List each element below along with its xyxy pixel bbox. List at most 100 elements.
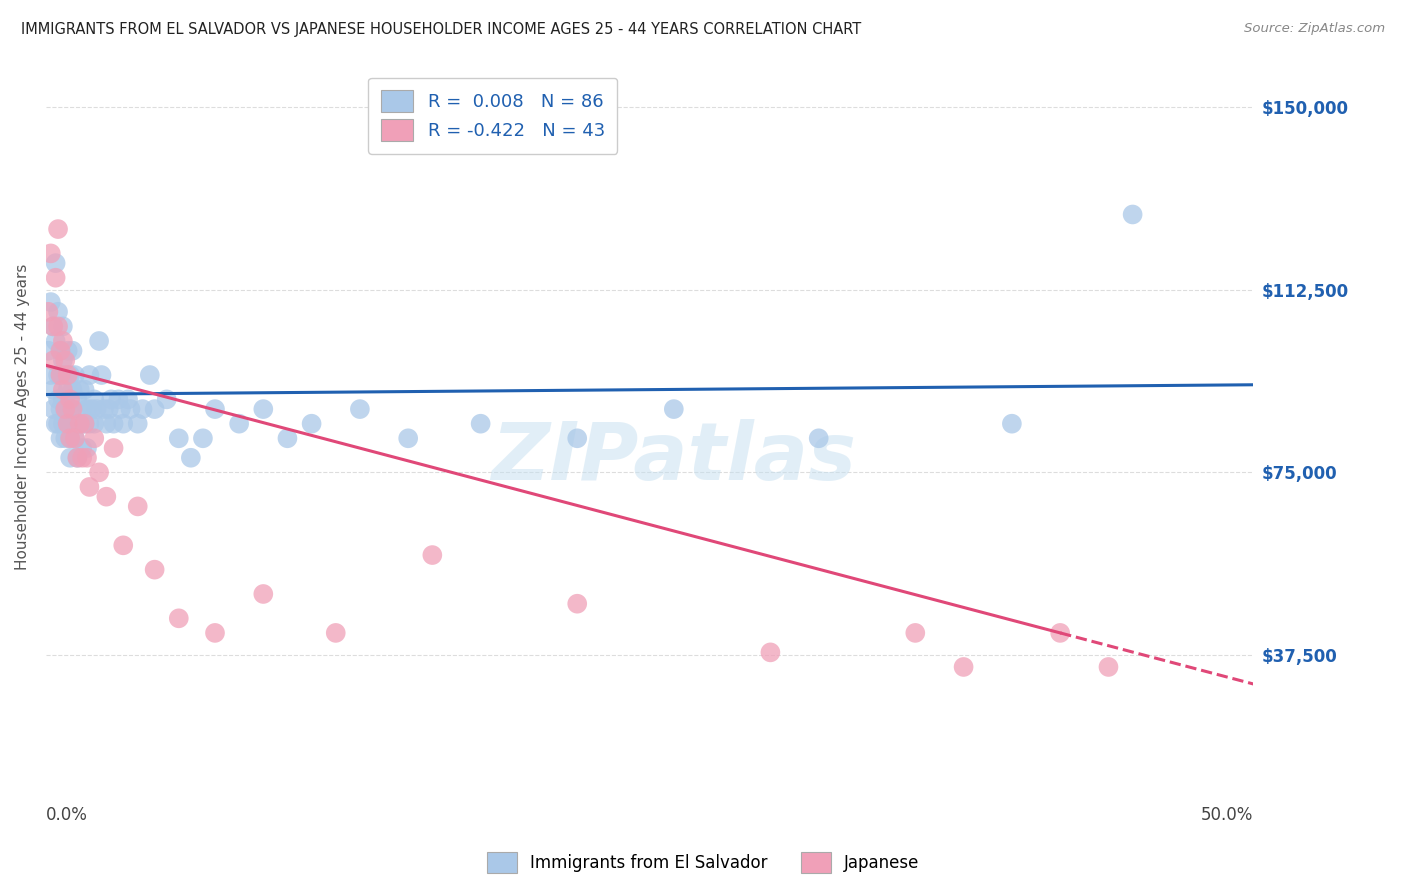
Point [69, 417, 91, 431]
Legend: R =  0.008   N = 86, R = -0.422   N = 43: R = 0.008 N = 86, R = -0.422 N = 43 [368, 78, 617, 154]
Point [42, 402, 65, 417]
Point [103, 417, 125, 431]
Point [301, 417, 323, 431]
Point [204, 402, 226, 417]
Point [66, 450, 89, 465]
Point [56, 417, 79, 431]
Point [1049, 626, 1071, 640]
Point [73, 417, 96, 431]
Point [252, 402, 274, 417]
Point [759, 645, 782, 659]
Point [59, 402, 82, 417]
Point [191, 431, 214, 445]
Point [56, 343, 79, 358]
Legend: Immigrants from El Salvador, Japanese: Immigrants from El Salvador, Japanese [479, 846, 927, 880]
Point [66, 450, 89, 465]
Point [69, 417, 91, 431]
Point [79, 417, 101, 431]
Point [83, 392, 105, 407]
Point [167, 431, 190, 445]
Point [63, 431, 86, 445]
Point [96, 417, 118, 431]
Point [52, 334, 75, 348]
Point [117, 392, 139, 407]
Point [112, 417, 135, 431]
Point [49, 431, 72, 445]
Point [143, 402, 166, 417]
Point [70, 450, 93, 465]
Point [204, 626, 226, 640]
Point [45, 417, 67, 431]
Point [100, 392, 122, 407]
Text: 0.0%: 0.0% [46, 806, 87, 824]
Point [37, 305, 59, 319]
Point [110, 402, 132, 417]
Point [143, 563, 166, 577]
Point [80, 402, 103, 417]
Point [131, 402, 153, 417]
Point [49, 368, 72, 382]
Point [52, 353, 75, 368]
Point [62, 417, 84, 431]
Point [59, 450, 82, 465]
Point [97, 402, 120, 417]
Point [83, 431, 105, 445]
Point [90, 368, 112, 382]
Point [53, 353, 76, 368]
Point [276, 431, 298, 445]
Text: ZIPatlas: ZIPatlas [491, 419, 856, 497]
Point [73, 383, 96, 397]
Point [49, 368, 72, 382]
Point [59, 392, 82, 407]
Point [73, 417, 96, 431]
Point [46, 392, 69, 407]
Point [70, 402, 93, 417]
Point [127, 500, 149, 514]
Point [42, 319, 65, 334]
Point [69, 383, 91, 397]
Text: 50.0%: 50.0% [1201, 806, 1253, 824]
Point [46, 305, 69, 319]
Point [1001, 417, 1024, 431]
Point [79, 480, 101, 494]
Point [83, 417, 105, 431]
Point [470, 417, 492, 431]
Point [52, 417, 75, 431]
Point [662, 402, 685, 417]
Point [45, 256, 67, 270]
Point [70, 441, 93, 455]
Point [1122, 207, 1144, 221]
Point [42, 383, 65, 397]
Point [127, 417, 149, 431]
Point [252, 587, 274, 601]
Point [49, 343, 72, 358]
Point [39, 246, 62, 260]
Point [63, 431, 86, 445]
Point [53, 368, 76, 382]
Point [62, 383, 84, 397]
Point [112, 538, 135, 552]
Y-axis label: Householder Income Ages 25 - 44 years: Householder Income Ages 25 - 44 years [15, 263, 30, 570]
Point [45, 270, 67, 285]
Point [46, 319, 69, 334]
Point [139, 368, 162, 382]
Point [76, 441, 98, 455]
Point [46, 222, 69, 236]
Point [156, 392, 179, 407]
Text: IMMIGRANTS FROM EL SALVADOR VS JAPANESE HOUSEHOLDER INCOME AGES 25 - 44 YEARS CO: IMMIGRANTS FROM EL SALVADOR VS JAPANESE … [21, 22, 862, 37]
Point [45, 334, 67, 348]
Point [39, 295, 62, 310]
Point [42, 353, 65, 368]
Point [120, 402, 142, 417]
Point [52, 319, 75, 334]
Point [76, 402, 98, 417]
Point [567, 597, 589, 611]
Point [904, 626, 927, 640]
Point [49, 402, 72, 417]
Point [52, 383, 75, 397]
Point [46, 417, 69, 431]
Point [567, 431, 589, 445]
Point [56, 383, 79, 397]
Point [39, 368, 62, 382]
Point [53, 431, 76, 445]
